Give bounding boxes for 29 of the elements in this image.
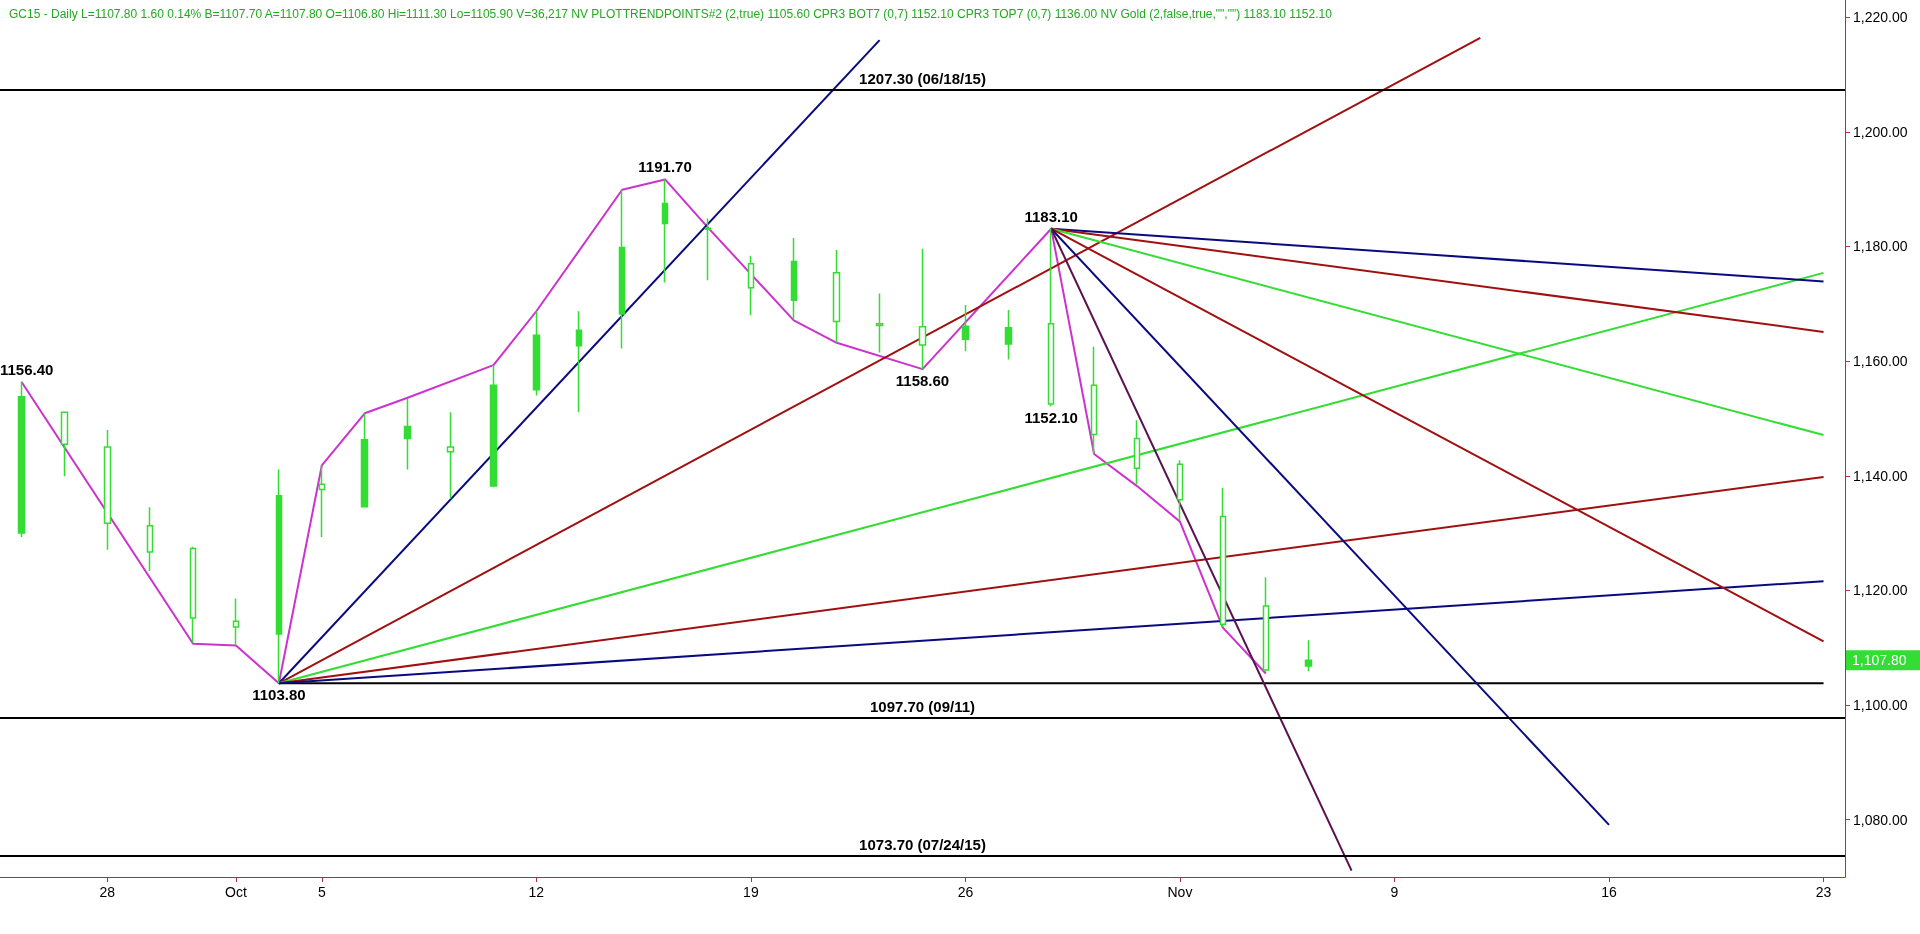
- annotation: 1103.80: [252, 686, 306, 704]
- y-tick-label: 1,200.00: [1853, 123, 1908, 140]
- y-tick-label: 1,180.00: [1853, 238, 1908, 255]
- text: 1,107.80: [1852, 652, 1907, 669]
- x-tick-label: 16: [1601, 884, 1618, 900]
- x-tick-label: 9: [1390, 884, 1399, 900]
- y-tick-label: 1,100.00: [1853, 697, 1908, 714]
- y-tick-label: 1,160.00: [1853, 353, 1908, 370]
- x-tick-label: Oct: [225, 884, 247, 900]
- x-tick-label: 12: [528, 884, 545, 900]
- x-tick-label: Nov: [1167, 884, 1193, 900]
- x-tick-label: 19: [743, 884, 759, 900]
- x-tick-label: 26: [957, 884, 974, 900]
- x-tick-label: 5: [317, 884, 326, 900]
- text: GC15 - Daily L=1107.80 1.60 0.14% B=1107.70 A=1107.80 O=1106.80 Hi=1111.30 Lo=1105.90 V=36,217 NV PLOTTRENDPOINTS#2 (2,true) 1105.60 CPR3 BOT7 (0,7) 1152.10 CPR3 TOP7 (0,7) 1136.00 NV Gold (2,false,true,"","") 1183.10 1152.10: [9, 7, 1333, 21]
- ref-line-label: 1097.70 (09/11): [869, 698, 976, 716]
- annotation: 1191.70: [638, 158, 692, 176]
- x-tick-label: 23: [1815, 884, 1832, 900]
- ref-line-label: 1207.30 (06/18/15): [859, 69, 986, 87]
- y-tick-label: 1,120.00: [1853, 582, 1908, 599]
- ref-line-label: 1073.70 (07/24/15): [859, 835, 986, 853]
- annotation: 1152.10: [1024, 409, 1078, 427]
- annotation: 1183.10: [1024, 207, 1078, 225]
- y-tick-label: 1,220.00: [1853, 9, 1908, 26]
- y-tick-label: 1,140.00: [1853, 467, 1908, 484]
- annotation: 1156.40: [0, 360, 54, 378]
- y-tick-label: 1,080.00: [1853, 811, 1908, 828]
- annotation: 1158.60: [895, 372, 950, 390]
- x-tick-label: 28: [99, 884, 116, 900]
